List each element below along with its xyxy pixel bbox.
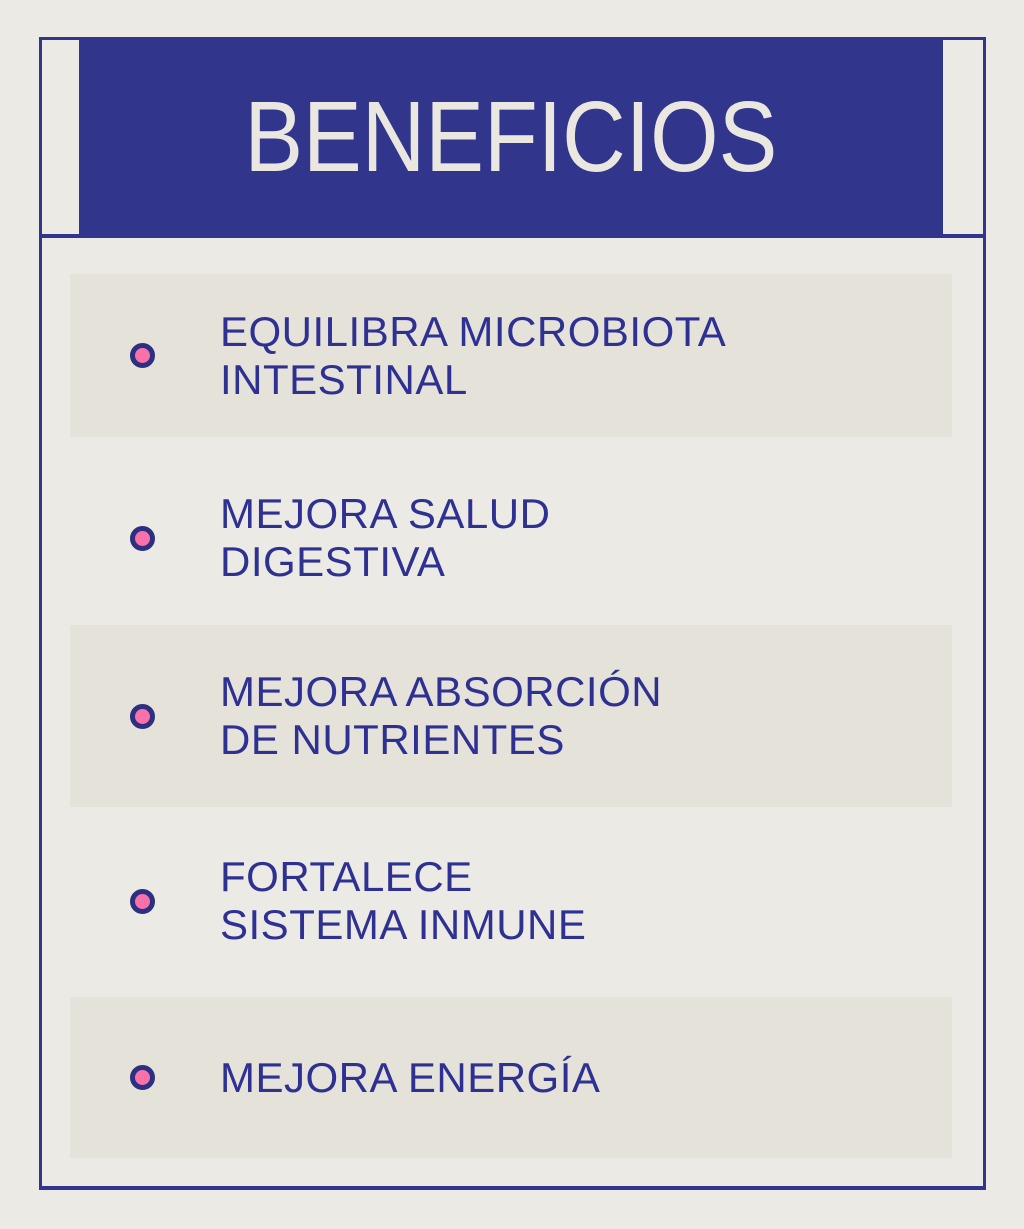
- benefit-line: MEJORA ABSORCIÓN: [220, 668, 663, 715]
- title-banner: BENEFICIOS: [79, 40, 943, 234]
- benefit-line: MEJORA SALUD: [220, 490, 551, 537]
- benefit-row-mejora-energia: MEJORA ENERGÍA: [70, 997, 952, 1158]
- benefit-row-fortalece-inmune: FORTALECE SISTEMA INMUNE: [70, 851, 952, 951]
- page-title: BENEFICIOS: [244, 80, 778, 193]
- benefit-row-mejora-salud: MEJORA SALUD DIGESTIVA: [70, 483, 952, 593]
- header-gap-left: [42, 40, 79, 234]
- benefit-row-mejora-absorcion: MEJORA ABSORCIÓN DE NUTRIENTES: [70, 625, 952, 807]
- benefit-line: DE NUTRIENTES: [220, 716, 565, 763]
- bullet-dot-icon: [130, 888, 155, 914]
- benefit-line: EQUILIBRA MICROBIOTA: [220, 307, 727, 355]
- benefit-line: SISTEMA INMUNE: [220, 901, 587, 948]
- benefit-row-equilibra-microbiota: EQUILIBRA MICROBIOTA INTESTINAL: [70, 274, 952, 437]
- bullet-dot-icon: [130, 525, 155, 551]
- benefit-text: MEJORA ENERGÍA: [220, 1054, 600, 1102]
- header-gap-right: [943, 40, 983, 234]
- benefit-line: DIGESTIVA: [220, 538, 446, 585]
- bullet-dot-icon: [130, 1065, 155, 1090]
- benefits-list: EQUILIBRA MICROBIOTA INTESTINAL MEJORA S…: [42, 238, 983, 1158]
- benefit-line: FORTALECE: [220, 853, 473, 900]
- benefit-text: FORTALECE SISTEMA INMUNE: [220, 853, 586, 949]
- benefit-text: EQUILIBRA MICROBIOTA INTESTINAL: [220, 308, 726, 404]
- benefit-text: MEJORA SALUD DIGESTIVA: [220, 490, 550, 586]
- benefit-line: MEJORA ENERGÍA: [220, 1053, 601, 1101]
- bullet-dot-icon: [130, 343, 155, 368]
- benefit-line: INTESTINAL: [220, 355, 468, 403]
- benefit-text: MEJORA ABSORCIÓN DE NUTRIENTES: [220, 668, 662, 764]
- bullet-dot-icon: [130, 703, 155, 729]
- header-band: BENEFICIOS: [42, 40, 983, 238]
- frame-border: BENEFICIOS EQUILIBRA MICROBIOTA INTESTIN…: [39, 37, 986, 1190]
